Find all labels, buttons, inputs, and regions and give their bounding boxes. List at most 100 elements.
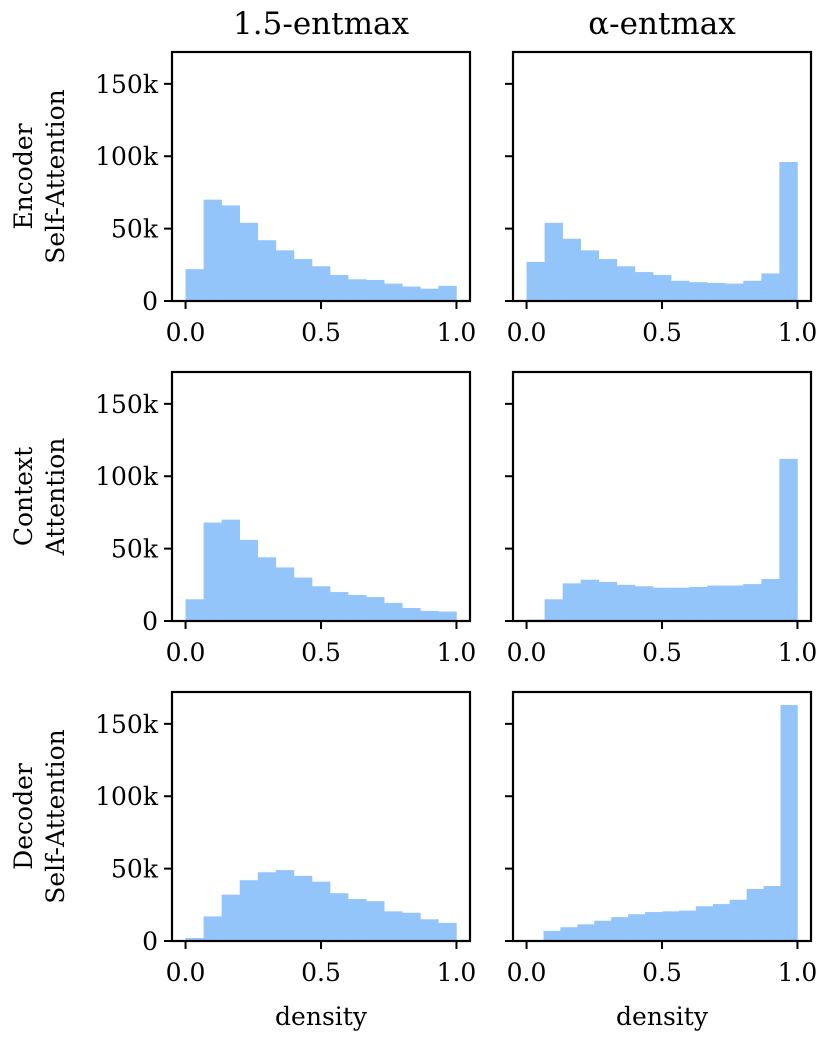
panel-r0-c1-bar-6 [634, 272, 654, 301]
panel-r1-c0-ytick-label-150k: 150k [95, 390, 159, 419]
panel-r2-c1-xtick-label-1: 0.5 [642, 958, 682, 987]
panel-r0-c1-xtick-label-0: 0.0 [507, 318, 547, 347]
panel-r2-c1-bar-5 [611, 917, 629, 941]
panel-r2-c0-bar-7 [311, 881, 331, 941]
panel-r0-c0-bar-11 [384, 283, 403, 301]
panel-r0-c0-bar-8 [330, 274, 349, 301]
panel-r0-c1-xtick-label-1: 0.5 [642, 318, 682, 347]
panel-r1-c0-bar-2 [221, 519, 241, 621]
panel-r0-c0-bar-7 [311, 266, 331, 301]
panel-r1-c1-bar-3 [580, 579, 600, 621]
panel-r0-c1-bar-0 [526, 261, 545, 301]
panel-r1-c0-bar-0 [185, 599, 204, 621]
panel-r2-c1-bar-15 [780, 705, 798, 941]
panel-r0-c1-xtick-label-2: 1.0 [778, 318, 818, 347]
panel-r0-c0-bar-13 [420, 288, 439, 301]
panel-r2-c0-bar-3 [239, 880, 259, 941]
panel-r0-c0-ytick-label-100k: 100k [95, 142, 159, 171]
panel-r2-c0-bar-9 [348, 899, 367, 941]
panel-r1-c0-bar-13 [420, 610, 439, 621]
panel-r1-c1-xtick-label-0: 0.0 [507, 638, 547, 667]
panel-r0-c1-bar-12 [743, 280, 762, 301]
panel-r2-c0-bar-13 [420, 919, 439, 941]
panel-r0-c1-bar-4 [598, 259, 618, 301]
row-label-2-line-1: Self-Attention [41, 729, 70, 904]
panel-r2-c1-bar-1 [543, 930, 561, 941]
panel-r2-c1-bar-11 [712, 904, 731, 941]
panel-r0-c1-bar-3 [580, 250, 600, 301]
panel-r1-c1-bar-13 [761, 579, 780, 621]
panel-r2-c1-bar-8 [662, 911, 680, 941]
panel-r2-c0-ytick-label-0: 0 [142, 927, 158, 956]
panel-r0-c0-bar-1 [203, 199, 222, 301]
panel-r2-c0-xtick-label-1: 0.5 [301, 958, 341, 987]
panel-r0-c0-bar-9 [348, 279, 367, 301]
panel-r2-c0-bar-5 [275, 870, 295, 941]
panel-r1-c0-bar-10 [366, 597, 385, 621]
panel-r0-c1-bar-14 [779, 162, 798, 301]
panel-r1-c0-bar-3 [239, 539, 259, 621]
panel-r0-c0-bar-14 [438, 285, 457, 301]
panel-r2-c0-bar-8 [330, 893, 349, 941]
panel-r0-c0-bar-10 [366, 280, 385, 301]
panel-r2-c1-bar-10 [695, 906, 714, 941]
panel-r1-c0-bar-12 [402, 607, 421, 621]
panel-r0-c1-bar-1 [544, 222, 563, 301]
panel-r1-c0-bar-4 [257, 557, 277, 621]
panel-r1-c0-xtick-label-2: 1.0 [437, 638, 477, 667]
panel-r0-c0-bar-5 [275, 250, 295, 301]
panel-r2-c0-bar-12 [402, 912, 421, 941]
panel-r1-c1-bar-5 [616, 584, 636, 621]
panel-r0-c0-ytick-label-0: 0 [142, 287, 158, 316]
panel-r2-c1-bar-2 [560, 927, 578, 941]
panel-r1-c1-bar-1 [544, 599, 563, 621]
panel-r0-c0-bar-12 [402, 286, 421, 301]
panel-r1-c1-bar-6 [634, 586, 654, 621]
panel-r0-c1-bar-5 [616, 266, 636, 301]
panel-r2-c0-bar-4 [257, 872, 277, 941]
panel-r1-c0-ytick-label-100k: 100k [95, 462, 159, 491]
row-label-1-line-1: Attention [41, 438, 70, 557]
panel-r1-c0-bar-5 [275, 567, 295, 621]
panel-r1-c1-bar-9 [689, 586, 708, 621]
panel-r2-c0-bar-14 [438, 922, 457, 941]
panel-r2-c0-xlabel: density [275, 1002, 368, 1031]
panel-r2-c1-bar-6 [628, 914, 646, 941]
column-title-0: 1.5-entmax [233, 6, 409, 42]
panel-r1-c0-bar-11 [384, 602, 403, 621]
panel-r0-c1-bar-2 [562, 238, 582, 301]
panel-r2-c0-ytick-label-150k: 150k [95, 710, 159, 739]
row-label-0-line-0: Encoder [9, 123, 38, 229]
row-label-0-line-1: Self-Attention [41, 89, 70, 264]
panel-r1-c0-bar-6 [293, 577, 313, 621]
panel-r0-c0-bar-4 [257, 240, 277, 301]
panel-r0-c0-xtick-label-1: 0.5 [301, 318, 341, 347]
panel-r0-c0-xtick-label-2: 1.0 [437, 318, 477, 347]
panel-r1-c1-bar-11 [725, 585, 744, 621]
panel-r0-c1-bar-9 [689, 282, 708, 301]
panel-r0-c0-bar-2 [221, 205, 241, 301]
panel-r2-c1-xtick-label-0: 0.0 [507, 958, 547, 987]
panel-r0-c0-ytick-label-50k: 50k [111, 215, 159, 244]
panel-r2-c1-bar-7 [645, 912, 663, 941]
row-label-2-line-0: Decoder [9, 763, 38, 870]
panel-r1-c0-bar-9 [348, 594, 367, 621]
panel-r0-c1-bar-8 [671, 280, 690, 301]
panel-r2-c0-bar-10 [366, 901, 385, 941]
panel-r1-c0-ytick-label-50k: 50k [111, 535, 159, 564]
panel-r0-c0-xtick-label-0: 0.0 [166, 318, 206, 347]
panel-r1-c1-bar-10 [707, 585, 726, 621]
panel-r1-c1-bar-4 [598, 581, 618, 621]
panel-r0-c0-ytick-label-150k: 150k [95, 70, 159, 99]
panel-r1-c1-bar-14 [779, 458, 798, 621]
panel-r1-c1-xtick-label-2: 1.0 [778, 638, 818, 667]
panel-r0-c1-bar-13 [761, 273, 780, 301]
panel-r1-c0-bar-1 [203, 522, 222, 621]
panel-r0-c0-bar-0 [185, 269, 204, 301]
panel-r2-c0-bar-6 [293, 875, 313, 941]
panel-r2-c0-ytick-label-50k: 50k [111, 855, 159, 884]
panel-r2-c1-bar-4 [594, 920, 612, 941]
panel-r0-c0-bar-6 [293, 259, 313, 301]
panel-r0-c1-bar-7 [652, 274, 672, 301]
